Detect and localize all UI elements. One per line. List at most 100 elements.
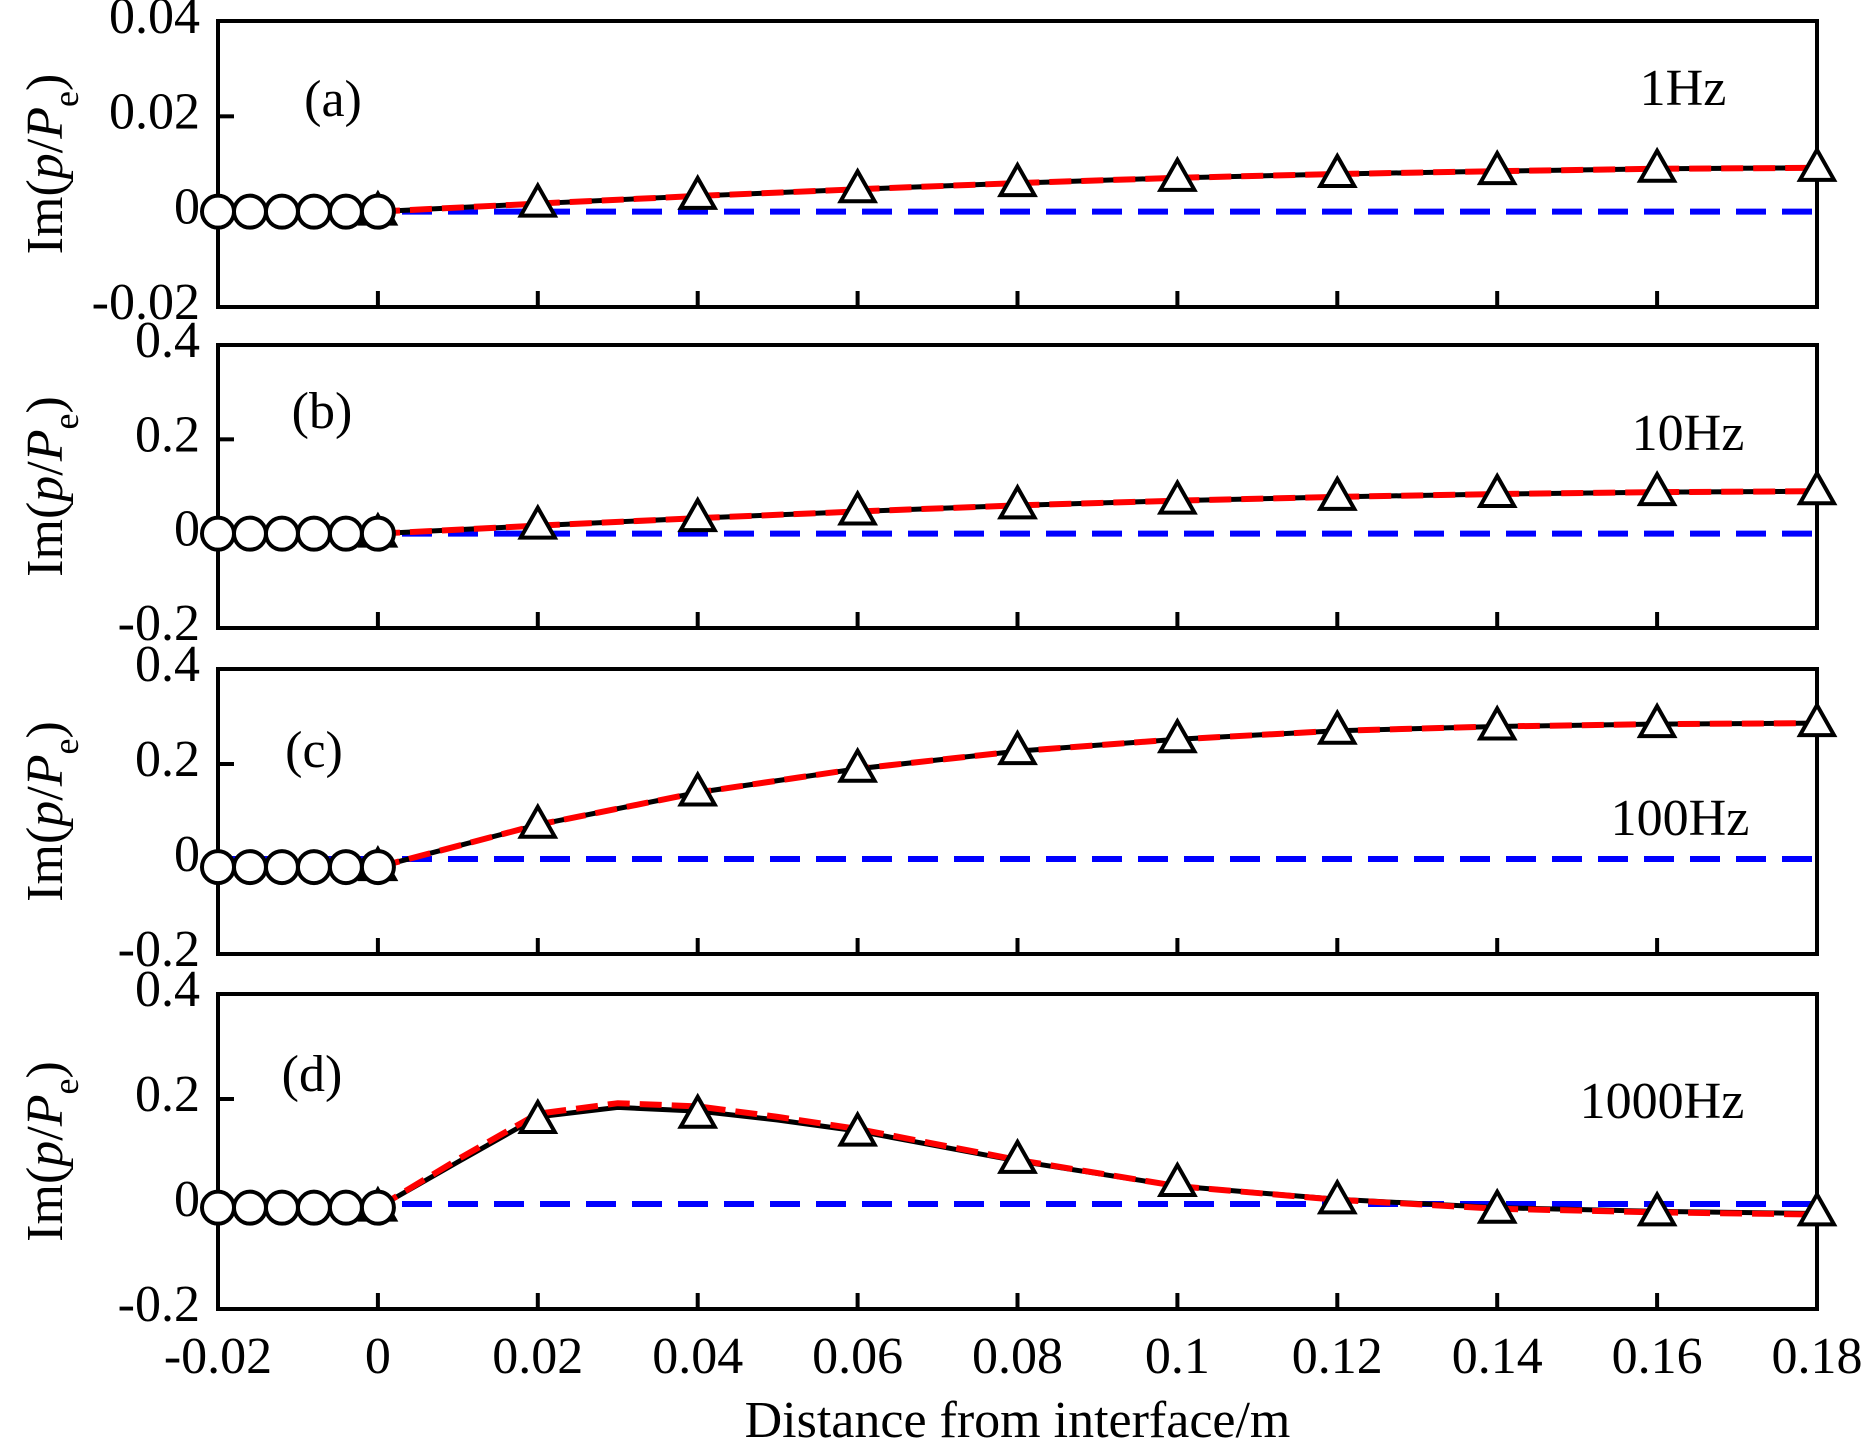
y-tick-label: 0.4 [135,312,200,369]
x-tick-label: 0.08 [972,1328,1063,1385]
triangle-marker [677,173,719,210]
y-tick-label: 0.4 [135,961,200,1018]
y-tick-label: 0.4 [135,636,200,693]
x-tick-label: -0.02 [164,1328,272,1385]
frequency-label: 1Hz [1640,60,1727,117]
circle-marker [359,849,396,886]
y-axis-label-part: / [17,786,74,801]
circle-marker [263,1189,300,1226]
triangle-marker [1636,470,1678,507]
triangle-marker [997,483,1038,520]
frequency-label: 100Hz [1611,790,1750,847]
y-axis-label-part: Im( [17,1167,74,1242]
y-tick-label: 0 [174,501,200,558]
circle-marker [327,849,364,886]
y-axis-label-part: e [46,414,86,430]
y-axis-label-part: e [46,1079,86,1095]
circle-marker [327,193,364,230]
y-axis-label-part: p [17,153,74,183]
y-tick-label: 0.2 [135,406,200,463]
triangle-marker [1316,151,1358,189]
triangle-marker [1796,1190,1838,1227]
triangle-marker [517,1097,559,1134]
circle-marker [263,515,300,552]
x-tick-label: 0 [365,1328,391,1385]
y-axis-label-part: e [46,91,86,107]
circle-marker [359,193,396,230]
x-tick-label: 0.1 [1145,1328,1210,1385]
y-tick-label: 0 [174,826,200,883]
y-axis-label-part: Im( [17,827,74,902]
triangle-marker [997,161,1038,198]
x-tick-label: 0.14 [1452,1328,1543,1385]
y-tick-label: -0.2 [118,595,200,652]
triangle-marker [1156,478,1198,515]
circle-marker [295,1189,332,1226]
circle-marker [295,849,332,886]
y-tick-label: 0.04 [109,0,200,45]
triangle-marker [837,746,879,783]
circle-marker [231,849,268,886]
panel-label: (a) [304,71,362,128]
triangle-marker [1476,471,1518,509]
triangle-marker [677,496,719,533]
x-tick-label: 0.06 [812,1328,903,1385]
circle-marker [200,849,236,886]
y-axis-label-part: Im( [17,502,74,577]
triangle-marker [837,1110,879,1147]
circle-marker [295,515,332,552]
triangle-marker [837,489,879,526]
y-axis-label-part: / [17,138,74,153]
triangle-marker [1796,701,1838,738]
frequency-label: 1000Hz [1580,1073,1745,1130]
triangle-marker [517,802,559,839]
triangle-marker [997,729,1038,766]
circle-marker [359,1189,396,1226]
circle-marker [263,193,300,230]
triangle-marker [1476,704,1518,741]
y-axis-label-part: p [17,801,74,831]
y-axis-label-part: p [17,476,74,506]
triangle-marker [1796,469,1838,506]
circle-marker [231,1189,268,1226]
triangle-marker [1156,1160,1198,1197]
panel-label: (b) [292,383,353,440]
x-tick-label: 0.02 [492,1328,583,1385]
circle-marker [327,515,364,552]
triangle-marker [517,503,559,540]
circle-marker [263,849,300,886]
triangle-marker [677,1092,719,1129]
y-axis-label-part: P [17,430,74,463]
triangle-marker [1636,1190,1678,1227]
triangle-marker [1636,702,1678,739]
triangle-marker [1316,708,1358,745]
y-axis-label-part: P [17,107,74,140]
circle-marker [200,515,236,552]
y-tick-label: -0.02 [92,274,200,331]
circle-marker [327,1189,364,1226]
y-axis-label-part: / [17,1126,74,1141]
y-tick-label: 0.2 [135,731,200,788]
x-tick-label: 0.18 [1772,1328,1863,1385]
y-axis-label-part: ) [17,1061,74,1078]
y-axis-label: Im(p/Pe) [17,721,86,902]
y-axis-label: Im(p/Pe) [17,74,86,255]
y-axis-label-part: Im( [17,179,74,254]
circle-marker [200,193,236,230]
circle-marker [359,515,396,552]
y-axis-label: Im(p/Pe) [17,1061,86,1242]
triangle-marker [1476,149,1518,186]
triangle-marker [1156,717,1198,754]
triangle-marker [837,167,879,204]
triangle-marker [677,770,719,807]
y-axis-label: Im(p/Pe) [17,396,86,577]
y-axis-label-part: ) [17,396,74,413]
y-axis-label-part: p [17,1141,74,1171]
triangle-marker [517,181,559,218]
series-line [218,1100,1818,1218]
triangle-marker [997,1137,1038,1174]
circle-marker [231,515,268,552]
triangle-marker [1476,1187,1518,1224]
triangle-marker [1796,145,1838,182]
